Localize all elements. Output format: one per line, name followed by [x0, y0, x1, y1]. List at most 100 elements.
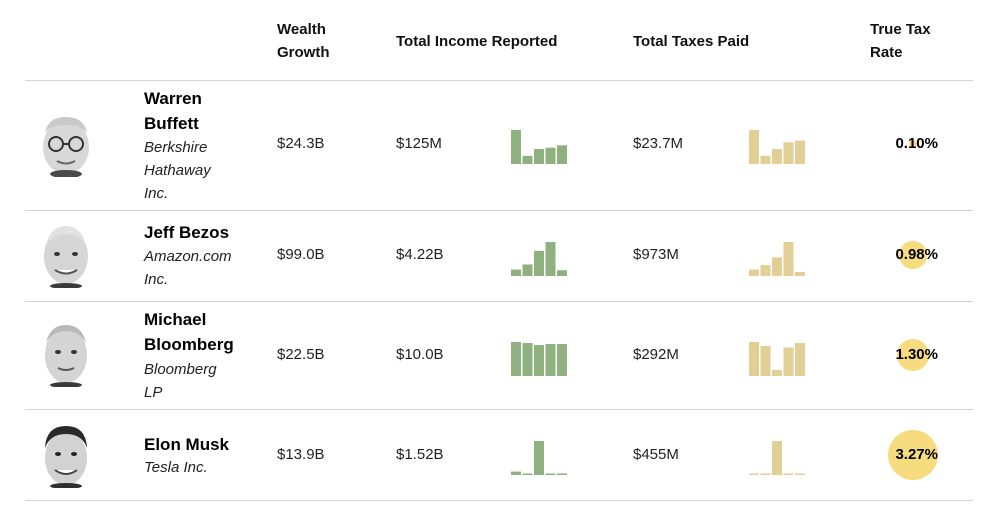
taxes-value: $23.7M	[633, 135, 684, 152]
income-bar	[557, 473, 567, 475]
person-name-line: Warren	[144, 89, 202, 108]
tax-bar	[783, 242, 794, 276]
income-bar	[511, 269, 521, 276]
person-name: Michael Bloomberg	[144, 307, 254, 357]
true-tax-rate-value: 0.98%	[895, 246, 938, 263]
income-bar	[534, 345, 544, 376]
income-bar	[557, 344, 567, 376]
table-row: Michael Bloomberg Bloomberg LP $22.5B $1…	[0, 302, 991, 409]
table-row: Elon Musk Tesla Inc. $13.9B $1.52B $455M…	[0, 410, 991, 500]
header-true-tax-rate-line2: Rate	[870, 44, 903, 61]
tax-bar	[795, 271, 805, 276]
divider	[25, 210, 973, 211]
company-name: Berkshire Hathaway Inc.	[144, 136, 254, 205]
company-name-line: LP	[144, 384, 163, 401]
taxes-sparkline	[749, 441, 805, 475]
avatar	[45, 325, 87, 387]
income-bar	[522, 264, 533, 276]
rate-bubble	[897, 339, 929, 371]
header-total-income: Total Income Reported	[396, 33, 558, 50]
wealth-growth-value: $13.9B	[277, 446, 325, 463]
income-sparkline	[511, 342, 567, 376]
income-value: $4.22B	[396, 246, 444, 263]
true-tax-rate-value: 3.27%	[895, 446, 938, 463]
avatar	[45, 426, 87, 488]
tax-bar	[749, 130, 759, 164]
person-name-line: Jeff Bezos	[144, 223, 230, 242]
tax-bar	[760, 265, 771, 276]
header-total-taxes: Total Taxes Paid	[633, 33, 750, 50]
header-true-tax-rate: True Tax Rate	[870, 18, 931, 64]
person-name: Warren Buffett	[144, 86, 254, 136]
table-row: Warren Buffett Berkshire Hathaway Inc. $…	[0, 81, 991, 210]
company-name-line: Inc.	[144, 271, 169, 288]
person-name-line: Bloomberg	[144, 335, 234, 354]
tax-bar	[783, 347, 794, 376]
tax-bar	[783, 142, 794, 164]
rate-bubble	[899, 241, 927, 269]
divider	[25, 500, 973, 501]
income-value: $10.0B	[396, 346, 444, 363]
tax-bar	[795, 140, 805, 164]
income-bar	[557, 145, 567, 164]
income-bar	[534, 149, 544, 164]
income-bar	[534, 250, 544, 276]
tax-bar	[760, 155, 771, 164]
rate-bubble	[908, 139, 918, 149]
company-name-line: Amazon.com	[144, 248, 232, 265]
company-name-line: Tesla Inc.	[144, 459, 208, 476]
tax-bar	[795, 473, 805, 475]
income-value: $1.52B	[396, 446, 444, 463]
true-tax-rate-value: 0.10%	[895, 135, 938, 152]
taxes-value: $455M	[633, 446, 679, 463]
divider	[25, 80, 973, 81]
tax-bar	[749, 473, 759, 475]
avatar	[44, 226, 88, 288]
tax-bar	[749, 342, 759, 376]
tax-bar	[772, 149, 782, 164]
income-bar	[511, 342, 521, 376]
income-sparkline	[511, 441, 567, 475]
taxes-sparkline	[749, 130, 805, 164]
tax-bar	[760, 346, 771, 376]
tax-bar	[749, 269, 759, 276]
income-bar	[511, 471, 521, 475]
income-bar	[522, 343, 533, 376]
income-bar	[545, 242, 556, 276]
divider	[25, 301, 973, 302]
company-name: Bloomberg LP	[144, 358, 254, 404]
income-sparkline	[511, 130, 567, 164]
true-tax-rate-value: 1.30%	[895, 346, 938, 363]
income-bar	[534, 441, 544, 475]
tax-bar	[772, 441, 782, 475]
header-wealth-growth-line2: Growth	[277, 44, 330, 61]
tax-bar	[772, 257, 782, 276]
person-name-line: Michael	[144, 310, 207, 329]
header-wealth-growth: Wealth Growth	[277, 18, 330, 64]
wealth-growth-value: $99.0B	[277, 246, 325, 263]
company-name: Amazon.com Inc.	[144, 245, 254, 291]
company-name-line: Hathaway	[144, 162, 211, 179]
wealth-growth-value: $22.5B	[277, 346, 325, 363]
rate-bubble	[888, 430, 938, 480]
income-bar	[545, 473, 556, 475]
person-name-line: Buffett	[144, 114, 199, 133]
divider	[25, 409, 973, 410]
person-name: Jeff Bezos	[144, 220, 254, 245]
income-bar	[557, 270, 567, 276]
company-name: Tesla Inc.	[144, 456, 254, 479]
tax-bar	[760, 473, 771, 475]
company-name-line: Inc.	[144, 185, 169, 202]
tax-bar	[783, 473, 794, 475]
income-sparkline	[511, 242, 567, 276]
income-bar	[545, 344, 556, 376]
company-name-line: Bloomberg	[144, 361, 217, 378]
income-value: $125M	[396, 135, 442, 152]
header-true-tax-rate-line1: True Tax	[870, 21, 931, 38]
header-wealth-growth-line1: Wealth	[277, 21, 326, 38]
taxes-value: $973M	[633, 246, 679, 263]
taxes-sparkline	[749, 242, 805, 276]
income-bar	[522, 473, 533, 475]
company-name-line: Berkshire	[144, 139, 208, 156]
income-bar	[522, 155, 533, 164]
